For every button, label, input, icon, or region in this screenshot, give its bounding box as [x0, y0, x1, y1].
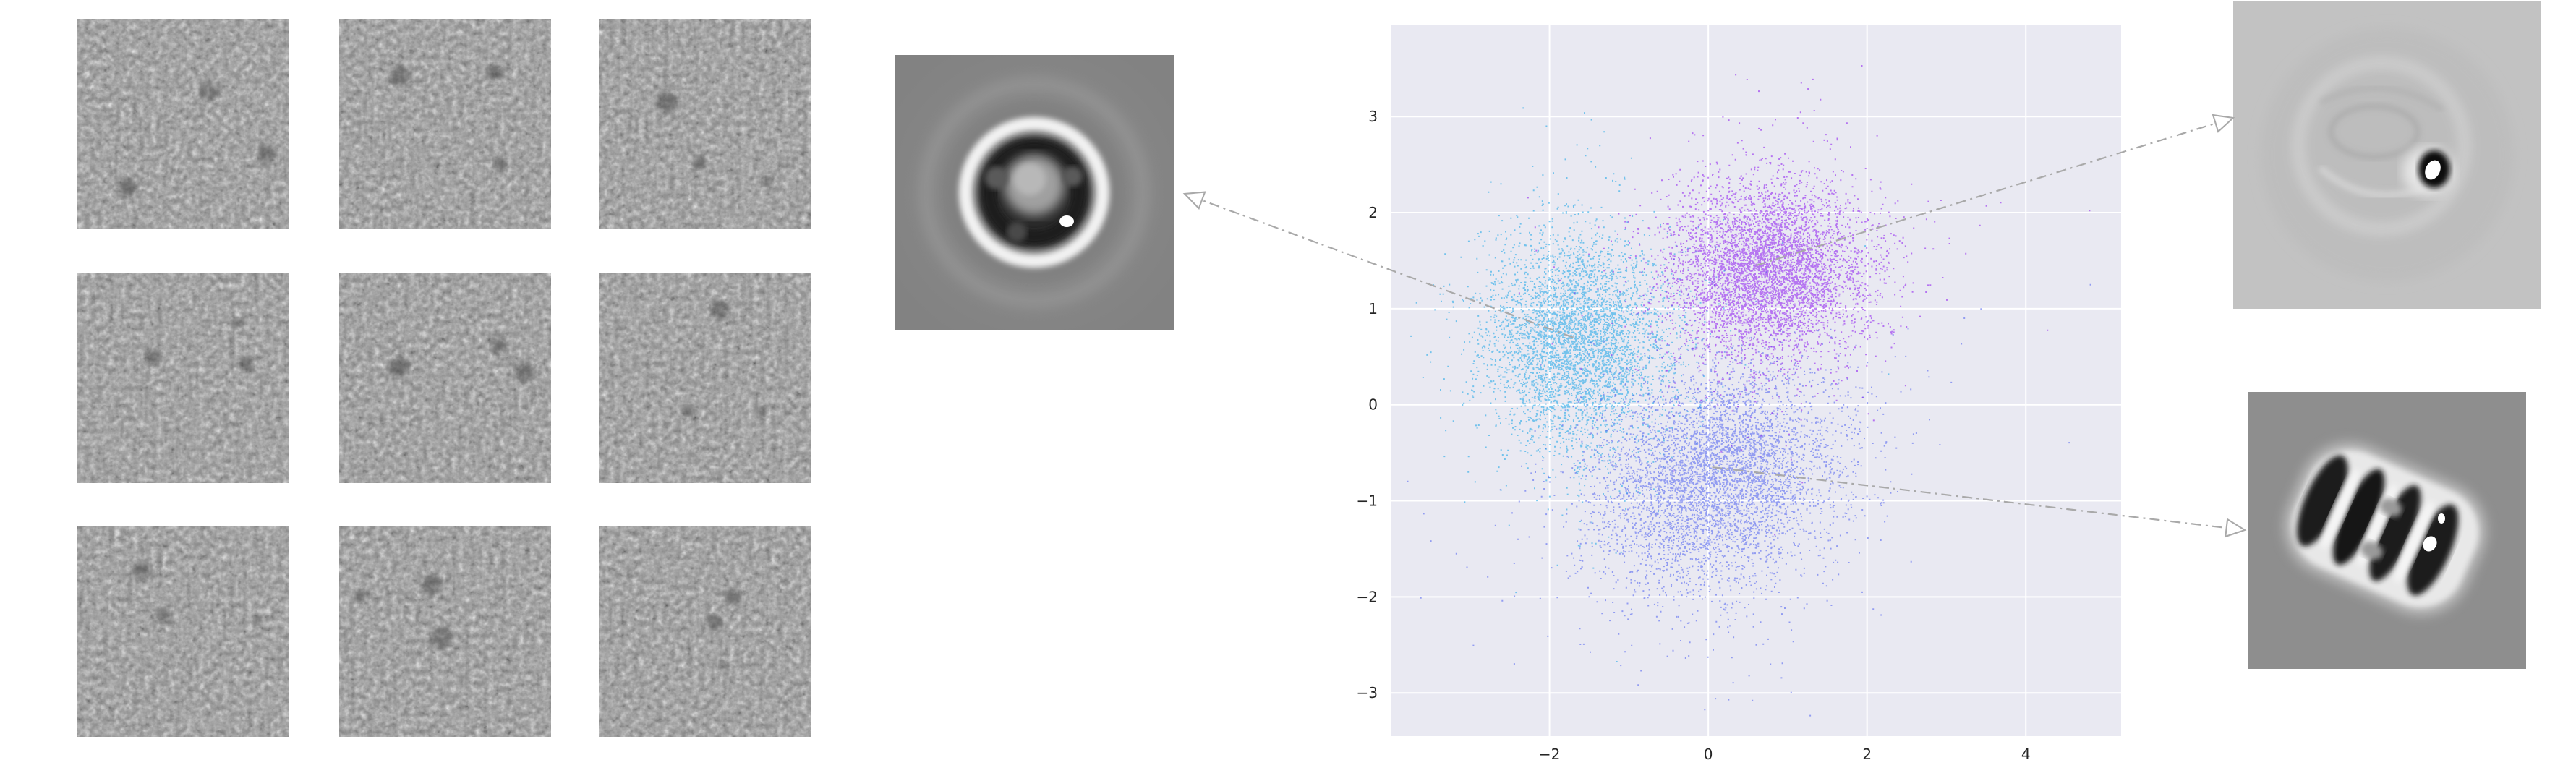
- y-tick-label: 2: [1368, 204, 1378, 221]
- y-tick-label: −3: [1357, 684, 1378, 701]
- noisy-tile-4: [77, 273, 289, 483]
- plot-background: [1391, 25, 2121, 736]
- y-tick-label: −1: [1357, 492, 1378, 510]
- noisy-tile-6: [599, 273, 811, 483]
- y-tick-labels: −3 −2 −1 0 1 2 3: [1357, 108, 1378, 701]
- scatter-plot: −2 0 2 4 −3 −2 −1 0 1 2 3: [1357, 25, 2121, 763]
- noisy-tile-5: [339, 273, 551, 483]
- arrow-to-striped-particle-side-view: [1712, 466, 2247, 538]
- class-average-striped: [2248, 392, 2526, 669]
- noisy-tile-7: [77, 526, 289, 737]
- x-tick-labels: −2 0 2 4: [1539, 746, 2031, 763]
- class-average-ring: [895, 55, 1174, 330]
- x-tick-label: −2: [1539, 746, 1560, 763]
- noisy-tile-1: [77, 19, 289, 229]
- noisy-tile-3: [599, 19, 811, 229]
- noisy-tile-8: [339, 526, 551, 737]
- class-average-faint: [2233, 1, 2541, 309]
- arrow-to-ring-particle-top-view: [1182, 191, 1574, 338]
- particle-image-grid: [77, 19, 811, 737]
- y-tick-label: 3: [1368, 108, 1378, 125]
- cluster-connector-arrows: [1182, 114, 2247, 538]
- y-tick-label: 1: [1368, 300, 1378, 317]
- x-tick-label: 4: [2021, 746, 2031, 763]
- noisy-tile-9: [599, 526, 811, 737]
- noisy-tile-2: [339, 19, 551, 229]
- y-tick-label: 0: [1368, 396, 1378, 414]
- y-tick-label: −2: [1357, 588, 1378, 605]
- x-tick-label: 2: [1862, 746, 1872, 763]
- x-tick-label: 0: [1704, 746, 1713, 763]
